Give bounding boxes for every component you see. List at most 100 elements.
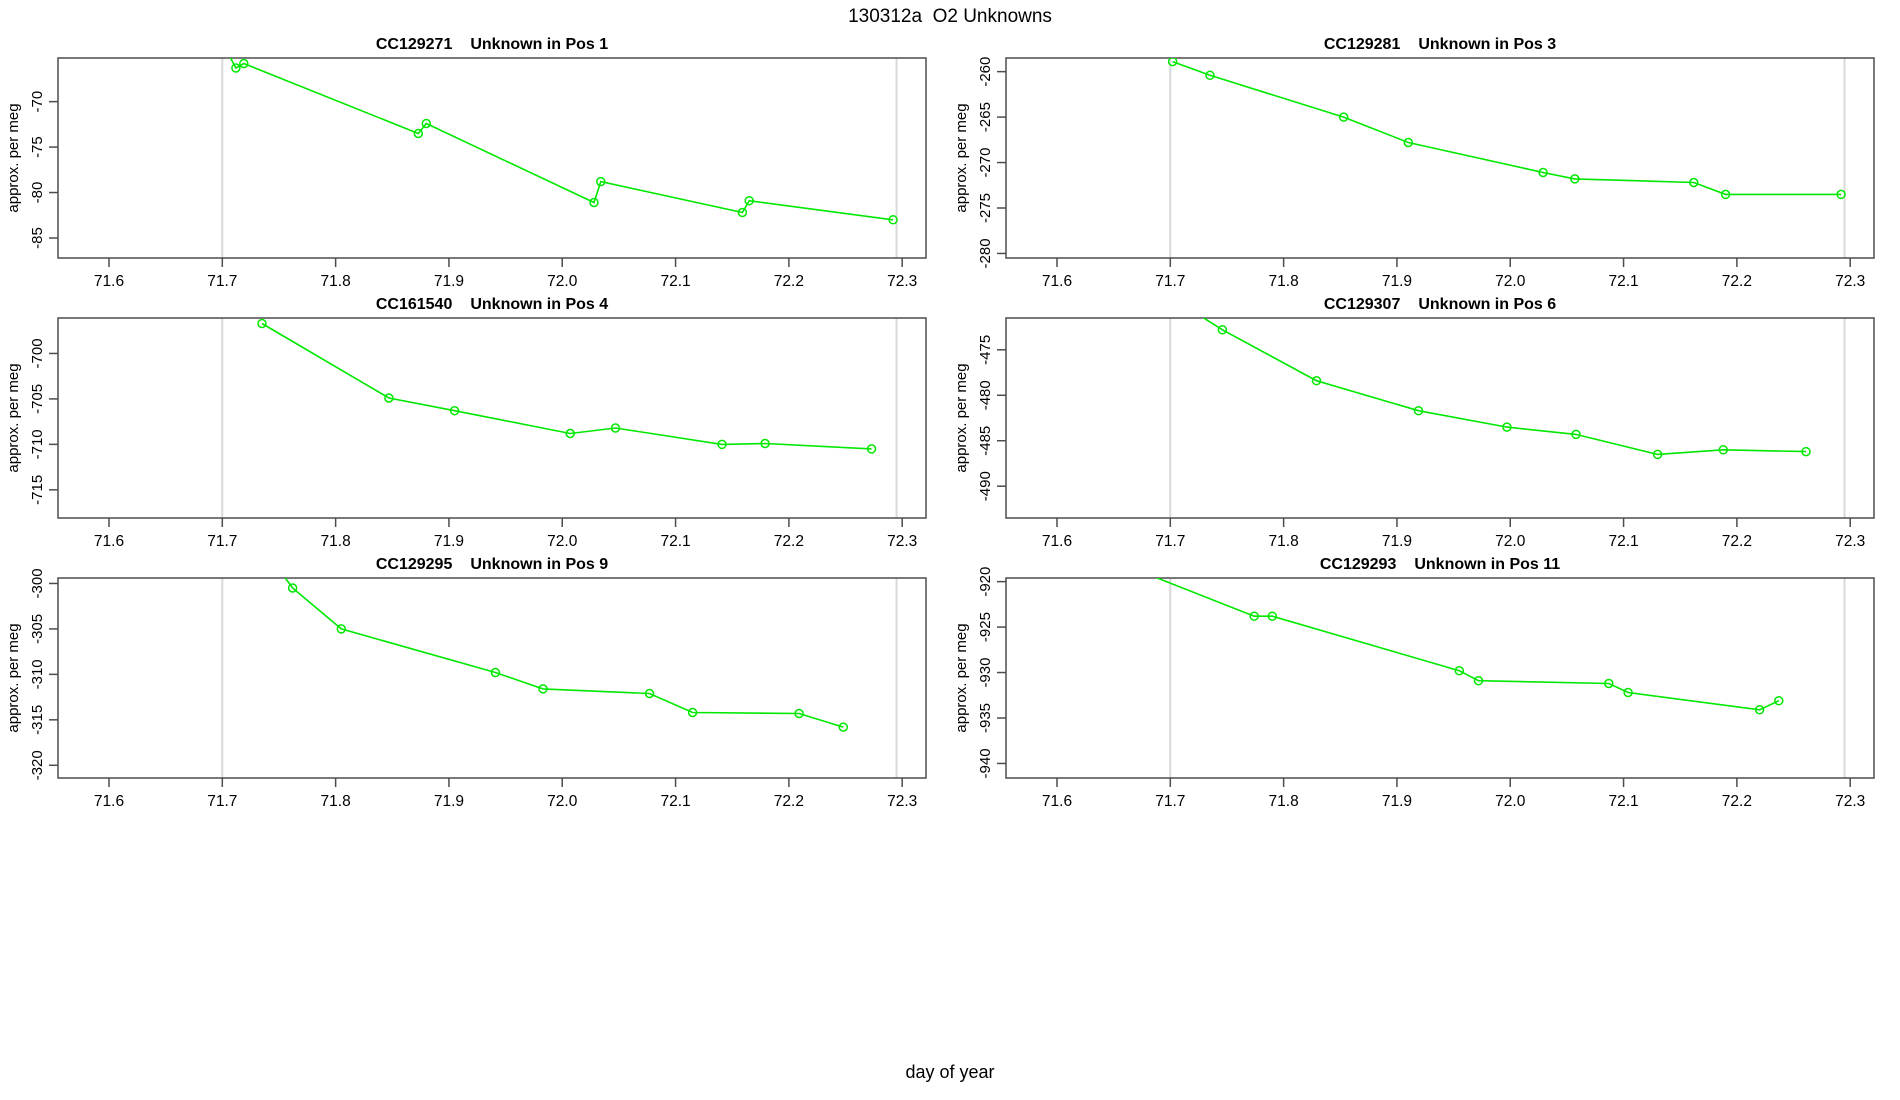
x-tick-label: 72.3	[1835, 533, 1865, 550]
series-group	[1155, 578, 1784, 715]
panel-plot-svg: 71.6 71.7 71.8 71.9 72.0 72.1 72.2 72.3 -920 -925…	[953, 567, 1875, 810]
y-tick-label: -300	[29, 568, 46, 598]
data-point-marker	[1249, 611, 1259, 621]
panel-subtitle: Unknown in Pos 6	[1418, 296, 1557, 313]
panel-subtitle: Unknown in Pos 4	[470, 296, 609, 313]
data-point-marker	[257, 318, 267, 329]
x-tick-label: 72.1	[1608, 533, 1638, 550]
data-point-marker	[384, 393, 394, 403]
series-group	[1202, 318, 1811, 460]
y-tick-label: -930	[977, 658, 994, 688]
panel-subtitle: Unknown in Pos 9	[470, 556, 609, 573]
series-group	[1167, 58, 1846, 200]
series-line	[261, 322, 872, 450]
data-point-marker	[565, 428, 575, 439]
y-tick-label: -280	[977, 238, 994, 268]
x-tick-label: 71.9	[1382, 793, 1412, 810]
data-point-marker	[1774, 695, 1784, 706]
sample-id: CC161540	[375, 296, 453, 313]
panel-plot-svg: 71.6 71.7 71.8 71.9 72.0 72.1 72.2 72.3 -700 -705…	[5, 317, 927, 550]
y-tick-label: -485	[977, 426, 994, 456]
x-tick-label: 71.7	[207, 533, 237, 550]
series-group	[257, 318, 877, 454]
panel-plot-svg: 71.6 71.7 71.8 71.9 72.0 72.1 72.2 72.3 -70 -75 -8…	[5, 57, 927, 290]
data-point-marker	[888, 215, 898, 225]
x-tick-label: 72.1	[1608, 793, 1638, 810]
x-tick-label: 71.9	[434, 793, 464, 810]
y-tick-label: -265	[977, 102, 994, 132]
x-tick-label: 72.1	[660, 793, 690, 810]
x-tick-label: 72.0	[1495, 273, 1526, 290]
data-point-marker	[760, 438, 770, 449]
data-point-marker	[413, 128, 424, 139]
data-point-marker	[1754, 705, 1765, 715]
data-point-marker	[596, 176, 606, 187]
panel-title-pos1: CC129271 Unknown in Pos 1	[58, 36, 926, 54]
y-tick-label: -715	[29, 475, 46, 505]
data-point-marker	[490, 667, 501, 678]
data-point-marker	[1502, 422, 1512, 432]
data-point-marker	[1338, 112, 1349, 122]
data-point-marker	[687, 707, 698, 718]
panel-subtitle: Unknown in Pos 11	[1414, 556, 1561, 573]
y-tick-label: -480	[977, 380, 994, 410]
y-tick-label: -85	[29, 227, 46, 249]
x-tick-label: 72.1	[660, 533, 690, 550]
data-point-marker	[1205, 70, 1215, 81]
x-tick-label: 71.6	[1042, 273, 1072, 290]
data-point-marker	[449, 405, 460, 416]
x-tick-label: 72.0	[1495, 533, 1526, 550]
sample-id: CC129281	[1323, 36, 1401, 53]
y-tick-label: -260	[977, 57, 994, 87]
y-tick-label: -80	[29, 182, 46, 204]
data-point-marker	[644, 688, 655, 699]
data-point-marker	[1538, 167, 1548, 178]
plot-box	[1005, 577, 1875, 779]
plot-box	[1005, 57, 1875, 259]
data-point-marker	[1652, 449, 1663, 460]
data-point-marker	[744, 195, 754, 206]
y-tick-label: -940	[977, 748, 994, 778]
plot-box	[57, 317, 927, 519]
x-tick-label: 71.8	[1269, 273, 1299, 290]
x-tick-label: 71.7	[207, 273, 237, 290]
panel-title-pos4: CC161540 Unknown in Pos 4	[58, 296, 926, 314]
data-point-marker	[866, 444, 877, 454]
data-point-marker	[1720, 189, 1731, 200]
x-tick-label: 71.9	[1382, 273, 1412, 290]
x-tick-label: 72.0	[547, 273, 578, 290]
data-point-marker	[1689, 177, 1699, 188]
series-line	[229, 58, 894, 221]
panel-subtitle: Unknown in Pos 1	[470, 36, 609, 53]
x-tick-label: 72.2	[774, 273, 804, 290]
y-tick-label: -315	[29, 705, 46, 735]
y-tick-label: -275	[977, 193, 994, 223]
x-tick-label: 72.3	[887, 273, 917, 290]
x-tick-label: 71.8	[321, 793, 351, 810]
y-tick-label: -935	[977, 703, 994, 733]
data-point-marker	[1836, 189, 1846, 200]
y-axis-title: approx. per meg	[5, 103, 22, 212]
y-tick-label: -490	[977, 471, 994, 501]
x-tick-label: 72.3	[887, 793, 917, 810]
x-tick-label: 71.7	[1155, 793, 1185, 810]
data-point-marker	[1403, 137, 1414, 148]
data-point-marker	[1718, 445, 1729, 455]
x-tick-label: 71.9	[434, 273, 464, 290]
data-point-marker	[589, 197, 599, 208]
y-tick-label: -475	[977, 335, 994, 365]
data-point-marker	[1217, 325, 1228, 335]
data-point-marker	[794, 708, 804, 719]
x-tick-label: 71.6	[94, 273, 124, 290]
x-tick-label: 72.0	[547, 793, 578, 810]
y-tick-label: -320	[29, 750, 46, 780]
data-point-marker	[1604, 678, 1614, 689]
x-tick-label: 72.2	[774, 793, 804, 810]
plot-box	[1005, 317, 1875, 519]
x-tick-label: 72.1	[1608, 273, 1638, 290]
data-point-marker	[737, 207, 748, 218]
y-tick-label: -925	[977, 612, 994, 642]
x-tick-label: 71.8	[1269, 793, 1299, 810]
y-tick-label: -305	[29, 614, 46, 644]
data-point-marker	[239, 58, 249, 69]
